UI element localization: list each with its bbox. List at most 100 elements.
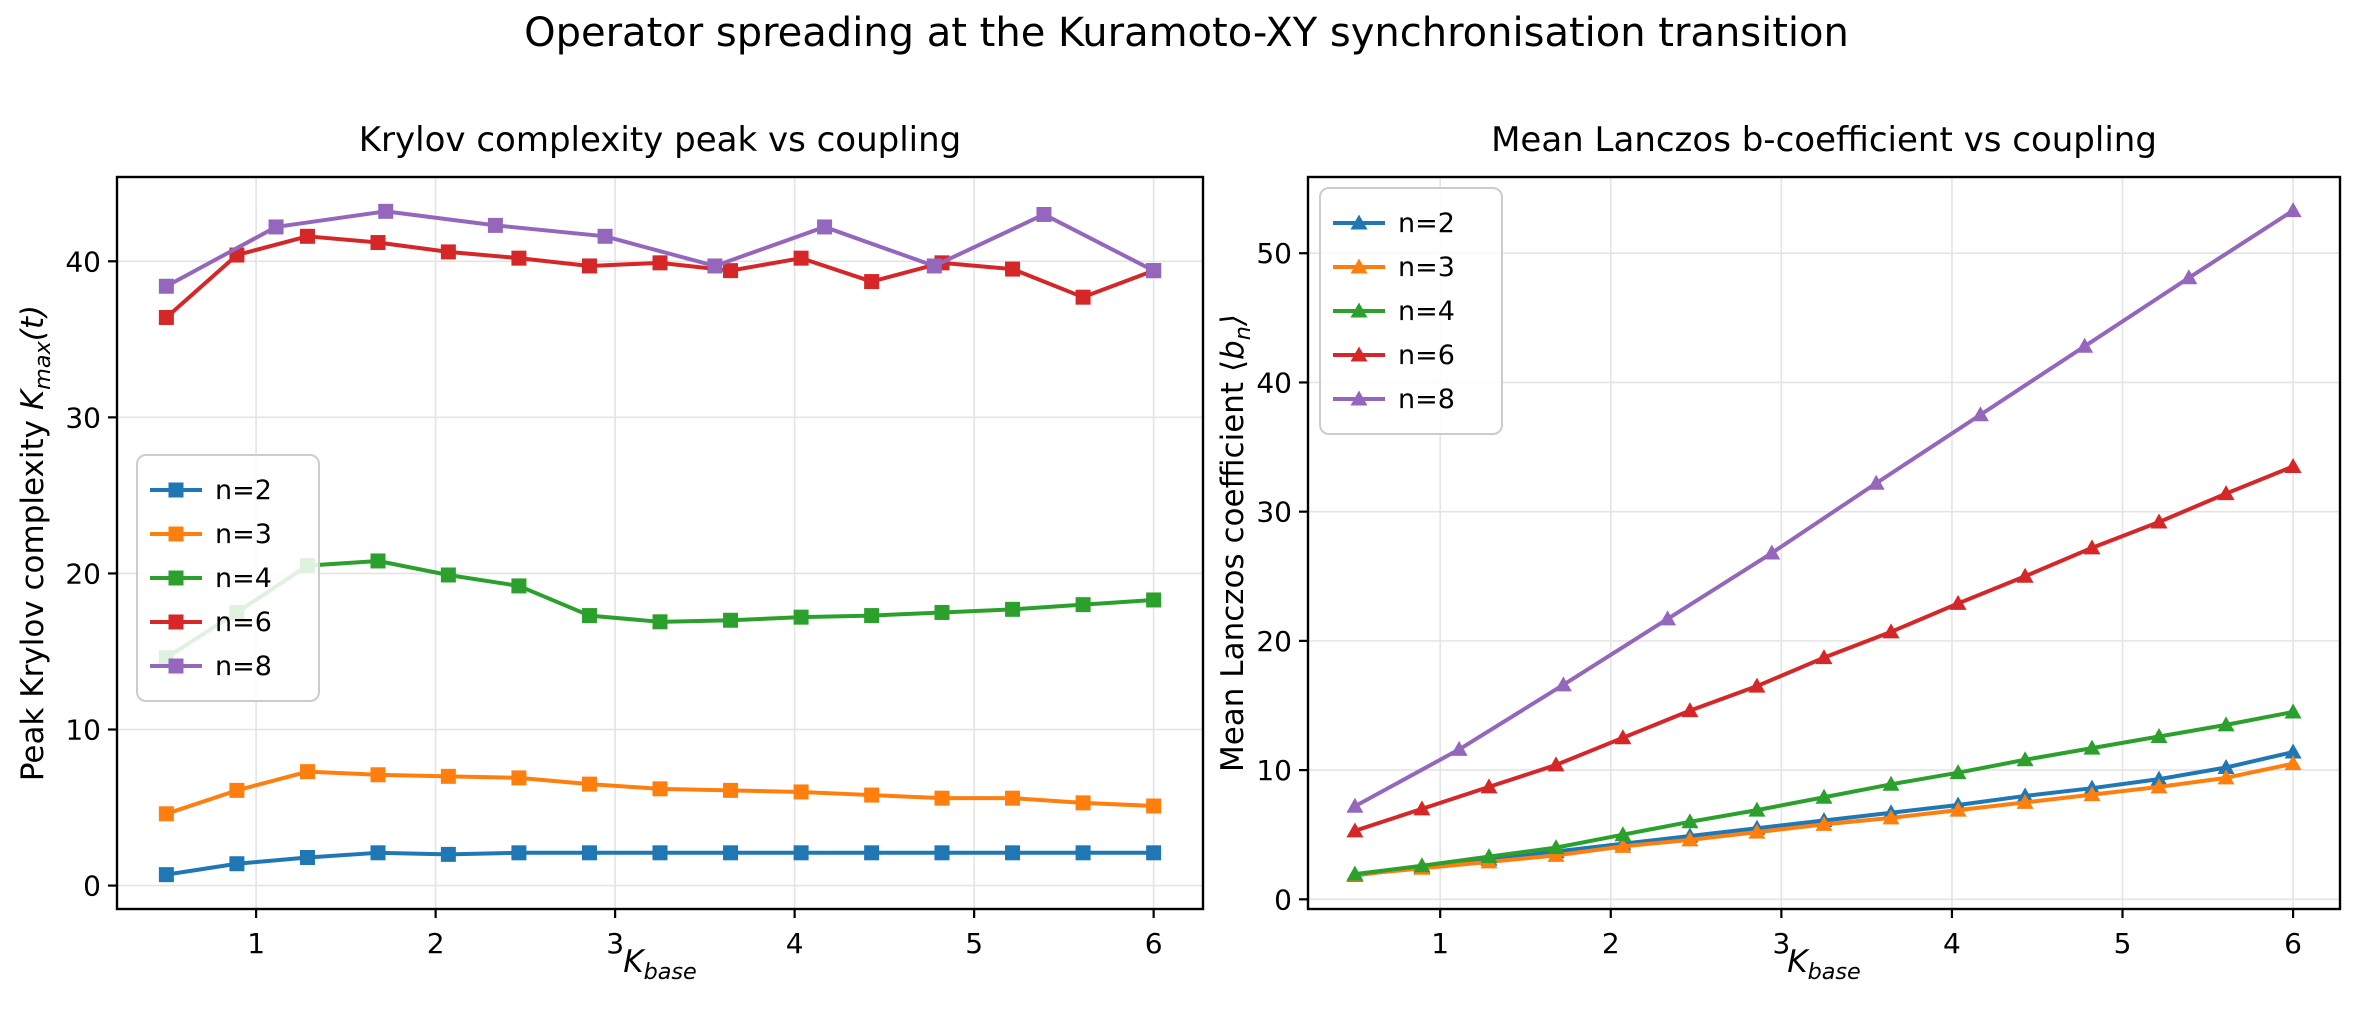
data-point-n=6 (1681, 702, 1699, 718)
data-point-n=3 (1146, 798, 1162, 814)
series-n=4 (1346, 703, 2302, 881)
legend-entry-n=2: n=2 (150, 475, 272, 506)
data-point-n=3 (581, 776, 597, 792)
series-n=2 (158, 845, 1162, 883)
right-plot-title: Mean Lanczos b-coefficient vs coupling (1491, 120, 2157, 160)
x-tick-label: 1 (247, 927, 265, 960)
legend-marker-n=8 (168, 658, 184, 674)
data-point-n=4 (1075, 597, 1091, 613)
data-point-n=4 (1882, 775, 1900, 791)
data-point-n=8 (1971, 406, 1989, 422)
data-point-n=6 (2150, 513, 2168, 529)
data-point-n=2 (864, 845, 880, 861)
data-point-n=8 (487, 217, 503, 233)
figure-title: Operator spreading at the Kuramoto-XY sy… (524, 10, 1849, 56)
right-x-axis-label: Kbase (1787, 944, 1861, 986)
data-point-n=8 (2284, 202, 2302, 218)
data-point-n=6 (511, 250, 527, 266)
x-tick-label: 2 (1602, 927, 1620, 960)
data-point-n=3 (158, 806, 174, 822)
data-point-n=8 (1450, 740, 1468, 756)
x-tick-label: 6 (2284, 927, 2302, 960)
data-point-n=8 (926, 258, 942, 274)
data-point-n=8 (2180, 269, 2198, 285)
data-point-n=4 (652, 614, 668, 630)
y-tick-label: 50 (1256, 237, 1292, 270)
data-point-n=6 (1748, 677, 1766, 693)
data-point-n=6 (158, 309, 174, 325)
data-point-n=4 (1949, 764, 1967, 780)
legend-label: n=6 (215, 607, 272, 638)
data-point-n=8 (158, 278, 174, 294)
y-tick-label: 0 (83, 870, 101, 903)
data-point-n=6 (2284, 457, 2302, 473)
data-point-n=4 (581, 608, 597, 624)
left-x-axis-label: Kbase (623, 944, 697, 986)
data-point-n=3 (2083, 786, 2101, 802)
data-point-n=6 (2016, 567, 2034, 583)
data-point-n=4 (1614, 826, 1632, 842)
legend-label: n=3 (215, 519, 272, 550)
legend-label: n=2 (1398, 208, 1455, 239)
data-point-n=8 (2076, 337, 2094, 353)
y-tick-label: 10 (1256, 754, 1292, 787)
data-point-n=6 (299, 228, 315, 244)
data-point-n=2 (652, 845, 668, 861)
legend-marker-n=3 (168, 526, 184, 542)
data-point-n=3 (229, 782, 245, 798)
y-tick-label: 40 (1256, 366, 1292, 399)
data-point-n=6 (1949, 594, 1967, 610)
data-point-n=2 (723, 845, 739, 861)
data-point-n=3 (1815, 815, 1833, 831)
data-point-n=8 (1146, 263, 1162, 279)
data-point-n=4 (1413, 857, 1431, 873)
data-point-n=3 (440, 768, 456, 784)
data-point-n=8 (268, 219, 284, 235)
y-tick-labels: 0 10 20 30 40 50 (1256, 237, 1308, 916)
data-point-n=3 (2284, 755, 2302, 771)
data-point-n=8 (597, 228, 613, 244)
data-point-n=2 (229, 856, 245, 872)
data-point-n=3 (793, 784, 809, 800)
data-point-n=3 (299, 764, 315, 780)
data-point-n=4 (1815, 788, 1833, 804)
right-chart-svg: 1 2 3 4 5 6 0 10 20 30 40 50 n=2 n=3 n=4 n=6 n=8 (1256, 175, 2342, 960)
data-point-n=6 (1815, 649, 1833, 665)
data-point-n=4 (1748, 801, 1766, 817)
data-point-n=3 (1748, 823, 1766, 839)
data-point-n=6 (440, 244, 456, 260)
legend-label: n=3 (1398, 252, 1455, 283)
data-point-n=8 (1346, 797, 1364, 813)
data-point-n=2 (299, 849, 315, 865)
data-point-n=4 (1547, 839, 1565, 855)
y-tick-label: 20 (1256, 625, 1292, 658)
data-point-n=2 (511, 845, 527, 861)
legend-marker-n=8 (1350, 390, 1368, 406)
right-y-axis-label: Mean Lanczos coefficient ⟨bn⟩ (1215, 314, 1257, 773)
data-point-n=3 (2150, 778, 2168, 794)
data-point-n=6 (864, 274, 880, 290)
data-point-n=4 (511, 578, 527, 594)
data-point-n=3 (652, 781, 668, 797)
data-point-n=2 (581, 845, 597, 861)
legend-entry-n=2: n=2 (1333, 208, 1455, 239)
data-point-n=3 (1949, 801, 1967, 817)
data-point-n=4 (370, 553, 386, 569)
data-point-n=2 (793, 845, 809, 861)
data-point-n=8 (378, 203, 394, 219)
data-point-n=4 (864, 608, 880, 624)
data-point-n=3 (2016, 793, 2034, 809)
left-y-axis-label: Peak Krylov complexity Kmax(t) (15, 304, 57, 782)
data-point-n=8 (1763, 544, 1781, 560)
data-point-n=6 (1614, 729, 1632, 745)
x-tick-label: 4 (1943, 927, 1961, 960)
data-point-n=4 (440, 567, 456, 583)
legend-entry-n=4: n=4 (1333, 296, 1455, 327)
data-point-n=2 (2150, 770, 2168, 786)
data-point-n=3 (934, 790, 950, 806)
y-tick-labels: 0 10 20 30 40 (65, 245, 117, 903)
legend-entry-n=6: n=6 (1333, 340, 1455, 371)
data-point-n=8 (1867, 474, 1885, 490)
y-tick-label: 0 (1274, 883, 1292, 916)
data-point-n=2 (1005, 845, 1021, 861)
